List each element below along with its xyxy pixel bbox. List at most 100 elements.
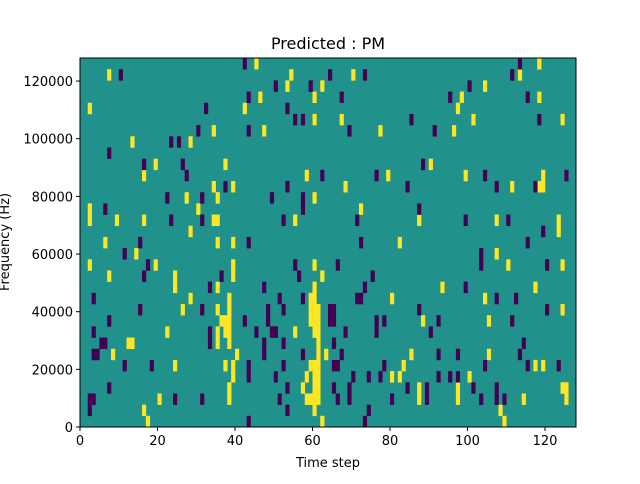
heatmap-cell-high [227, 315, 232, 327]
heatmap-cell-low [107, 147, 112, 159]
heatmap-cell-high [320, 270, 325, 282]
heatmap-cell-low [142, 270, 147, 282]
heatmap-cell-low [448, 371, 453, 383]
heatmap-cell-high [316, 359, 321, 372]
heatmap-cell-low [91, 393, 96, 405]
heatmap-cell-low [432, 125, 437, 137]
heatmap-cell-low [339, 91, 344, 104]
heatmap-cell-low [502, 393, 507, 405]
heatmap-cell-low [285, 382, 290, 394]
heatmap-cell-low [479, 259, 484, 271]
plot-frame [79, 57, 577, 428]
heatmap-cell-low [382, 359, 387, 372]
heatmap-cell-high [397, 371, 402, 383]
heatmap-cell-low [545, 259, 550, 271]
heatmap-cell-low [87, 393, 92, 405]
heatmap-cell-high [153, 259, 158, 271]
heatmap-cell-low [200, 214, 205, 227]
heatmap-cell-low [455, 348, 461, 361]
heatmap-cell-high [184, 192, 189, 204]
y-tick-label: 60000 [32, 248, 73, 263]
heatmap-cell-high [145, 415, 151, 428]
heatmap-cell-high [312, 404, 317, 417]
heatmap-cell-low [242, 58, 247, 70]
heatmap-cell-high [231, 181, 236, 193]
heatmap-cell-high [494, 214, 499, 227]
heatmap-cell-low [564, 169, 569, 182]
heatmap-cell-low [308, 80, 313, 92]
heatmap-cell-low [378, 371, 383, 383]
heatmap-cell-low [266, 315, 271, 327]
heatmap-cell-high [215, 192, 220, 204]
heatmap-cell-low [281, 359, 286, 372]
heatmap-cell-high [510, 181, 515, 193]
x-axis-label: Time step [295, 456, 360, 471]
x-tick-label: 0 [76, 434, 84, 449]
heatmap-cell-high [308, 304, 313, 316]
heatmap-cell-high [188, 225, 193, 238]
heatmap-cell-high [215, 304, 220, 316]
heatmap-cell-low [494, 393, 499, 405]
heatmap-cell-low [436, 348, 441, 361]
heatmap-cell-high [157, 393, 162, 405]
heatmap-cell-high [293, 214, 298, 227]
heatmap-cell-high [537, 181, 542, 193]
chart-title: Predicted : PM [271, 34, 385, 53]
heatmap-cell-low [207, 281, 213, 294]
heatmap-cell-high [231, 359, 236, 372]
heatmap-cell-high [215, 236, 220, 249]
heatmap-cell-high [378, 125, 383, 137]
heatmap-cell-high [521, 393, 526, 405]
heatmap-cell-high [386, 169, 391, 182]
heatmap-cell-high [455, 382, 461, 394]
heatmap-cell-low [331, 315, 337, 327]
heatmap-cell-high [227, 326, 232, 338]
heatmap-cell-low [262, 281, 267, 294]
y-tick-label: 20000 [32, 363, 73, 378]
heatmap-cell-low [285, 181, 290, 193]
y-tick-label: 0 [65, 421, 73, 436]
heatmap-cell-high [188, 136, 193, 148]
heatmap-cell-high [173, 270, 178, 282]
heatmap-cell-low [200, 304, 205, 316]
heatmap-cell-low [424, 382, 430, 394]
heatmap-cell-high [242, 102, 247, 115]
heatmap-cell-high [142, 214, 147, 227]
heatmap-cell-low [374, 169, 379, 182]
heatmap-cell-high [421, 315, 426, 327]
heatmap-cell-low [328, 315, 333, 327]
heatmap-cell-low [409, 113, 414, 126]
heatmap-cell-high [312, 113, 317, 126]
heatmap-cell-high [498, 404, 503, 417]
y-tick-label: 120000 [23, 75, 73, 90]
heatmap-cell-low [525, 91, 530, 104]
heatmap-cell-low [351, 371, 356, 383]
heatmap-cell-low [463, 281, 468, 294]
heatmap-cell-high [231, 371, 236, 383]
heatmap-cell-low [262, 348, 267, 361]
heatmap-cell-low [266, 304, 271, 316]
heatmap-cell-high [390, 292, 395, 305]
heatmap-cell-high [223, 315, 228, 327]
heatmap-cell-low [517, 348, 523, 361]
heatmap-cell-high [312, 259, 317, 271]
heatmap-cell-high [312, 192, 317, 204]
heatmap-cell-low [281, 214, 286, 227]
heatmap-cell-high [483, 292, 488, 305]
heatmap-cell-low [273, 326, 278, 338]
heatmap-cell-low [300, 348, 306, 361]
heatmap-cell-low [510, 69, 515, 81]
heatmap-cell-low [285, 102, 290, 115]
heatmap-cell-high [254, 58, 259, 70]
x-tick-label: 60 [304, 434, 321, 449]
heatmap-cell-low [269, 192, 275, 204]
heatmap-cell-low [545, 304, 550, 316]
heatmap-background [80, 58, 576, 427]
heatmap-cell-high [541, 169, 546, 182]
heatmap-cell-low [196, 125, 201, 137]
heatmap-cell-high [320, 80, 325, 92]
heatmap-cell-high [107, 270, 112, 282]
heatmap-cell-low [448, 91, 453, 104]
heatmap-cell-low [390, 393, 395, 405]
